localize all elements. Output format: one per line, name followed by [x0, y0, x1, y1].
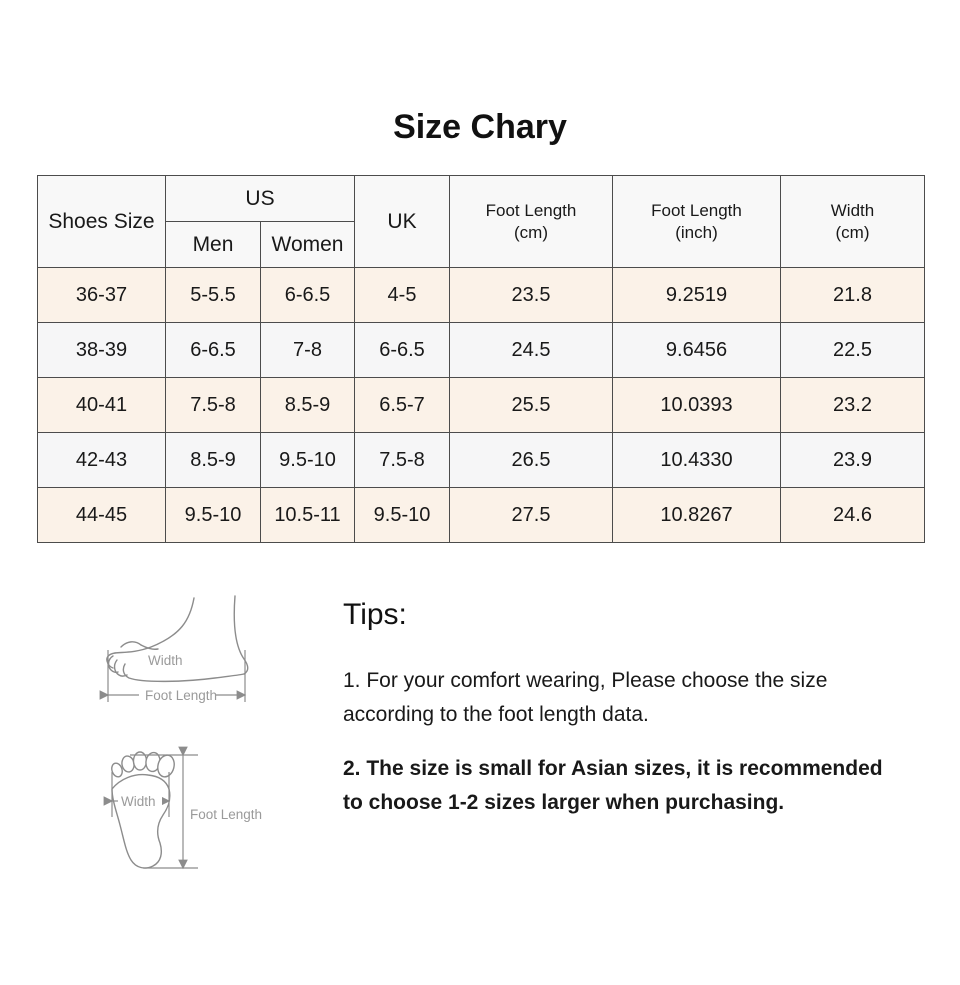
- table-cell: 7.5-8: [165, 377, 261, 433]
- table-cell: 27.5: [449, 487, 613, 543]
- table-cell: 36-37: [37, 267, 166, 323]
- table-cell: 10.8267: [612, 487, 781, 543]
- table-row: 40-41 7.5-8 8.5-9 6.5-7 25.5 10.0393 23.…: [37, 377, 925, 433]
- header-width-cm: Width (cm): [780, 175, 925, 268]
- table-cell: 6.5-7: [354, 377, 450, 433]
- table-cell: 22.5: [780, 322, 925, 378]
- table-cell: 9.5-10: [354, 487, 450, 543]
- page-title: Size Chary: [393, 108, 567, 146]
- table-cell: 24.6: [780, 487, 925, 543]
- table-cell: 6-6.5: [260, 267, 355, 323]
- side-width-label: Width: [148, 653, 183, 668]
- table-cell: 10.5-11: [260, 487, 355, 543]
- foot-side-view-icon: Width Foot Length: [99, 595, 249, 703]
- table-cell: 6-6.5: [165, 322, 261, 378]
- tip-2: 2. The size is small for Asian sizes, it…: [343, 757, 883, 814]
- table-cell: 24.5: [449, 322, 613, 378]
- table-row: 36-37 5-5.5 6-6.5 4-5 23.5 9.2519 21.8: [37, 267, 925, 323]
- table-cell: 26.5: [449, 432, 613, 488]
- tip-1: 1. For your comfort wearing, Please choo…: [343, 669, 828, 726]
- table-cell: 8.5-9: [165, 432, 261, 488]
- table-cell: 23.5: [449, 267, 613, 323]
- header-foot-length-inch: Foot Length (inch): [612, 175, 781, 268]
- table-cell: 5-5.5: [165, 267, 261, 323]
- table-cell: 21.8: [780, 267, 925, 323]
- header-row-top: Shoes Size US UK Foot Length (cm) Foot L…: [37, 175, 925, 268]
- table-cell: 7-8: [260, 322, 355, 378]
- width-label-backdrop: [119, 793, 162, 809]
- table-cell: 9.2519: [612, 267, 781, 323]
- header-foot-length-cm: Foot Length (cm): [449, 175, 613, 268]
- header-us-men: Men: [165, 221, 261, 268]
- table-cell: 9.6456: [612, 322, 781, 378]
- tips-heading: Tips:: [343, 598, 407, 631]
- table-cell: 42-43: [37, 432, 166, 488]
- table-cell: 40-41: [37, 377, 166, 433]
- table-cell: 10.0393: [612, 377, 781, 433]
- header-uk: UK: [354, 175, 450, 268]
- tips-section: Tips: 1. For your comfort wearing, Pleas…: [343, 598, 899, 840]
- table-cell: 23.9: [780, 432, 925, 488]
- header-shoes-size: Shoes Size: [37, 175, 166, 268]
- top-foot-length-label: Foot Length: [190, 807, 262, 822]
- foot-side-view-diagram: Width Foot Length: [55, 590, 325, 713]
- foot-top-view-diagram: Width Foot Length: [70, 745, 290, 890]
- table-cell: 25.5: [449, 377, 613, 433]
- table-cell: 8.5-9: [260, 377, 355, 433]
- table-cell: 9.5-10: [260, 432, 355, 488]
- header-us-women: Women: [260, 221, 355, 268]
- table-row: 38-39 6-6.5 7-8 6-6.5 24.5 9.6456 22.5: [37, 322, 925, 378]
- table-cell: 38-39: [37, 322, 166, 378]
- table-cell: 44-45: [37, 487, 166, 543]
- table-cell: 7.5-8: [354, 432, 450, 488]
- table-cell: 4-5: [354, 267, 450, 323]
- size-table: Shoes Size US UK Foot Length (cm) Foot L…: [37, 175, 925, 543]
- foot-top-view-icon: Width Foot Length: [103, 746, 262, 870]
- header-us: US: [165, 175, 355, 222]
- table-cell: 23.2: [780, 377, 925, 433]
- table-cell: 6-6.5: [354, 322, 450, 378]
- side-foot-length-label: Foot Length: [145, 688, 217, 703]
- top-width-label: Width: [121, 794, 156, 809]
- table-cell: 10.4330: [612, 432, 781, 488]
- table-row: 42-43 8.5-9 9.5-10 7.5-8 26.5 10.4330 23…: [37, 432, 925, 488]
- table-row: 44-45 9.5-10 10.5-11 9.5-10 27.5 10.8267…: [37, 487, 925, 543]
- table-cell: 9.5-10: [165, 487, 261, 543]
